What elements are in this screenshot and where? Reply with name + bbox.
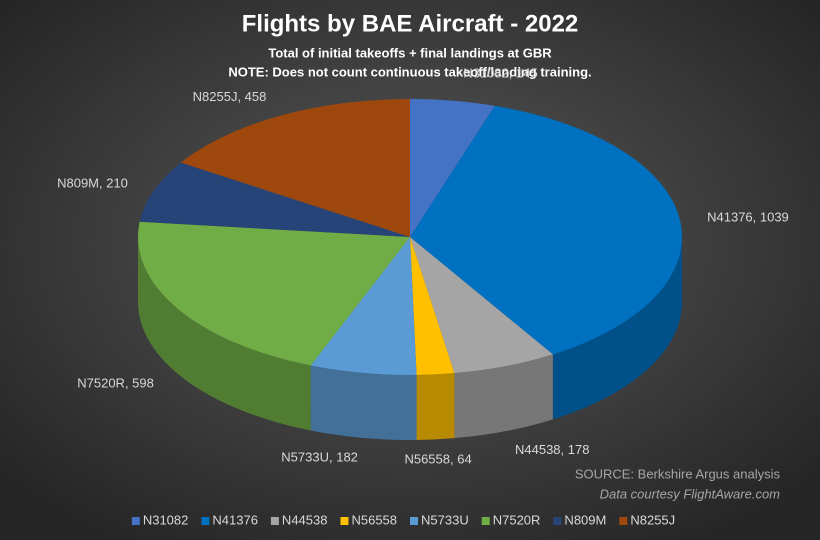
data-label: N5733U, 182: [281, 450, 358, 465]
legend-item: N44538: [270, 512, 328, 527]
slice: [180, 99, 410, 237]
slice: [410, 237, 455, 375]
legend-label: N8255J: [630, 512, 675, 527]
legend-label: N44538: [282, 512, 328, 527]
legend-item: N5733U: [410, 512, 469, 527]
legend-swatch: [131, 517, 140, 525]
slice: [410, 105, 682, 355]
slice: [410, 99, 495, 237]
legend-label: N7520R: [493, 512, 541, 527]
slice-side: [416, 373, 455, 440]
legend-swatch: [340, 517, 349, 525]
chart-subtitle: NOTE: Does not count continuous takeoff/…: [228, 64, 591, 79]
pie: [138, 99, 682, 440]
slice: [138, 221, 410, 366]
data-label: N44538, 178: [515, 442, 589, 457]
source-note: Data courtesy FlightAware.com: [600, 486, 781, 501]
slice: [310, 237, 417, 375]
slice-side: [138, 237, 311, 431]
legend-label: N5733U: [421, 512, 469, 527]
legend-item: N41376: [201, 512, 258, 527]
slice-side: [310, 365, 417, 440]
slice: [139, 162, 411, 237]
data-labels: N31082, 145 N41376, 1039 N44538, 178 N56558…: [57, 66, 789, 467]
data-label: N56558, 64: [404, 451, 471, 466]
legend-label: N809M: [564, 512, 606, 527]
slice: [410, 237, 553, 374]
data-label: N41376, 1039: [707, 210, 789, 225]
legend-swatch: [619, 517, 628, 525]
data-label: N809M, 210: [57, 176, 128, 191]
data-label: N31082, 145: [463, 66, 537, 81]
slice-side: [454, 354, 553, 439]
chart-title: Flights by BAE Aircraft - 2022: [242, 10, 579, 37]
legend-label: N41376: [212, 512, 258, 527]
source-note: SOURCE: Berkshire Argus analysis: [575, 466, 781, 481]
slice-side: [552, 237, 682, 420]
data-label: N7520R, 598: [77, 375, 154, 390]
legend-swatch: [410, 517, 419, 525]
legend: N31082 N41376 N44538 N56558 N5733U N7520R N809…: [131, 512, 675, 527]
data-label: N8255J, 458: [193, 89, 267, 104]
legend-label: N56558: [351, 512, 397, 527]
legend-item: N809M: [553, 512, 606, 527]
legend-item: N31082: [131, 512, 189, 527]
legend-label: N31082: [143, 512, 189, 527]
legend-swatch: [553, 517, 562, 525]
legend-item: N56558: [340, 512, 397, 527]
chart-subtitle: Total of initial takeoffs + final landin…: [268, 45, 552, 60]
legend-swatch: [270, 517, 279, 525]
legend-item: N8255J: [619, 512, 675, 527]
legend-swatch: [481, 517, 490, 525]
legend-item: N7520R: [481, 512, 541, 527]
legend-swatch: [201, 517, 210, 525]
